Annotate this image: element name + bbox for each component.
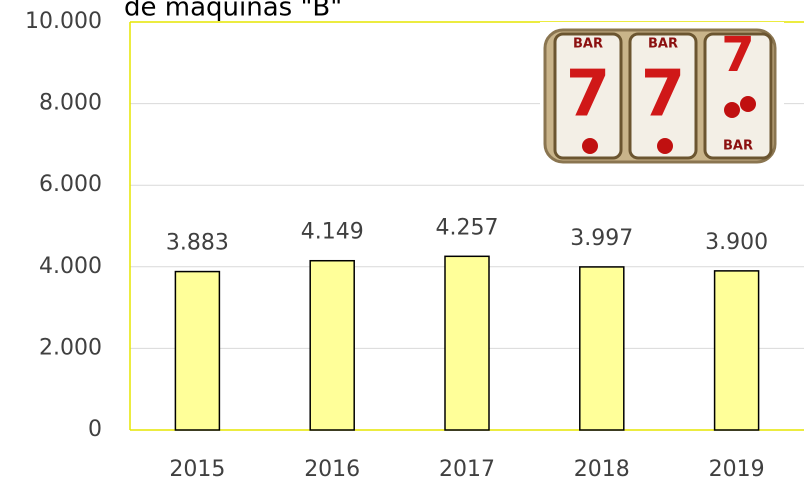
- data-label: 3.883: [166, 231, 229, 256]
- x-tick-label: 2017: [439, 457, 495, 482]
- y-tick-label: 2.000: [39, 335, 102, 360]
- svg-text:BAR: BAR: [723, 139, 753, 154]
- svg-text:7: 7: [641, 58, 686, 132]
- x-tick-label: 2019: [709, 457, 765, 482]
- bar: [579, 266, 625, 431]
- svg-text:7: 7: [721, 27, 754, 83]
- y-tick-label: 6.000: [39, 172, 102, 197]
- svg-text:7: 7: [566, 58, 611, 132]
- data-label: 3.900: [705, 230, 768, 255]
- svg-text:BAR: BAR: [573, 37, 603, 52]
- y-tick-label: 8.000: [39, 91, 102, 116]
- bar: [713, 270, 760, 431]
- x-tick-label: 2016: [304, 457, 360, 482]
- bar: [444, 255, 490, 431]
- svg-text:BAR: BAR: [648, 37, 678, 52]
- y-tick-label: 0: [88, 417, 102, 442]
- bar: [309, 259, 355, 431]
- y-tick-label: 4.000: [39, 254, 102, 279]
- x-tick-label: 2018: [574, 457, 630, 482]
- slot-machine-image: BAR BAR 7 7 7 BAR: [540, 22, 784, 168]
- data-label: 4.149: [301, 220, 364, 245]
- data-label: 4.257: [436, 215, 499, 240]
- bar: [174, 270, 221, 431]
- data-label: 3.997: [570, 226, 633, 251]
- chart-title: de máquinas "B": [124, 0, 342, 23]
- y-tick-label: 10.000: [25, 9, 102, 34]
- x-tick-label: 2015: [169, 457, 225, 482]
